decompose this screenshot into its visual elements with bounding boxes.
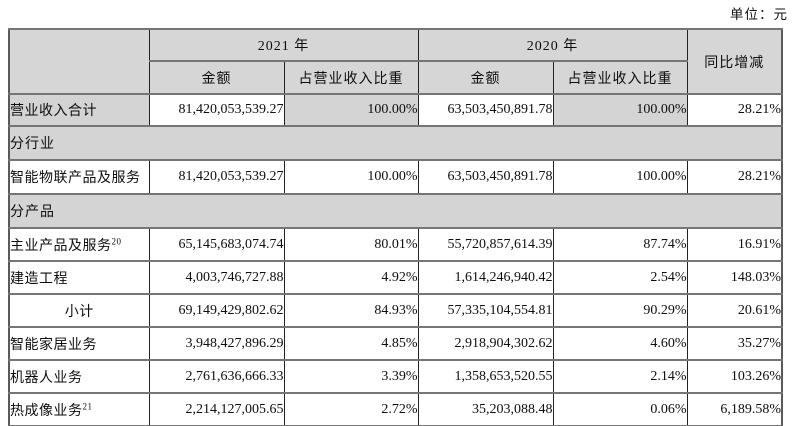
ratio-2021-cell: 2.72% bbox=[283, 392, 419, 426]
ratio-2020-cell: 87.74% bbox=[552, 227, 688, 262]
ratio-2021-cell: 80.01% bbox=[283, 227, 419, 262]
header-blank-cell bbox=[8, 28, 150, 95]
ratio-2021-cell: 100.00% bbox=[283, 159, 419, 195]
ratio-2021-cell: 4.92% bbox=[283, 260, 419, 295]
ratio-2020-cell: 0.06% bbox=[552, 392, 688, 426]
table-row: 智能物联产品及服务 81,420,053,539.27 100.00% 63,503,… bbox=[8, 159, 783, 195]
yoy-cell: 35.27% bbox=[686, 326, 783, 361]
header-ratio-2021: 占营业收入比重 bbox=[283, 60, 419, 95]
row-label: 机器人业务 bbox=[8, 359, 150, 394]
amount-2020-cell: 57,335,104,554.81 bbox=[417, 293, 554, 328]
ratio-2020-cell: 100.00% bbox=[552, 159, 688, 195]
amount-2021-cell: 81,420,053,539.27 bbox=[148, 159, 285, 195]
revenue-breakdown-table: 2021 年 2020 年 同比增减 金额 占营业收入比重 金额 占营业收入比重… bbox=[8, 28, 783, 426]
yoy-cell: 148.03% bbox=[686, 260, 783, 295]
row-label-text: 营业收入合计 bbox=[10, 104, 97, 119]
row-label: 建造工程 bbox=[8, 260, 150, 295]
table-row: 热成像业务21 2,214,127,005.65 2.72% 35,203,088.4… bbox=[8, 392, 783, 426]
ratio-2020-cell: 2.14% bbox=[552, 359, 688, 394]
header-yoy-change: 同比增减 bbox=[686, 28, 783, 95]
section-label: 分产品 bbox=[8, 193, 783, 229]
row-label-text: 小计 bbox=[64, 304, 94, 320]
amount-2020-cell: 2,918,904,302.62 bbox=[417, 326, 554, 361]
ratio-2021-cell: 84.93% bbox=[283, 293, 419, 328]
header-row-years: 2021 年 2020 年 同比增减 bbox=[8, 28, 783, 95]
row-label: 营业收入合计 bbox=[8, 93, 150, 127]
amount-2021-cell: 65,145,683,074.74 bbox=[148, 227, 285, 262]
section-row: 分产品 bbox=[8, 193, 783, 229]
footnote-ref: 21 bbox=[82, 400, 93, 411]
row-label-text: 建造工程 bbox=[10, 271, 68, 287]
amount-2020-cell: 63,503,450,891.78 bbox=[417, 159, 554, 195]
yoy-cell: 20.61% bbox=[686, 293, 783, 328]
row-label-text: 热成像业务 bbox=[10, 403, 83, 419]
row-label: 智能物联产品及服务 bbox=[8, 159, 150, 195]
amount-2021-cell: 3,948,427,896.29 bbox=[148, 326, 285, 361]
yoy-cell: 16.91% bbox=[686, 227, 783, 262]
footnote-ref: 20 bbox=[111, 235, 122, 246]
row-label: 热成像业务21 bbox=[8, 392, 150, 426]
row-label: 智能家居业务 bbox=[8, 326, 150, 361]
ratio-2021-cell: 3.39% bbox=[283, 359, 419, 394]
table-row: 建造工程 4,003,746,727.88 4.92% 1,614,246,940.4… bbox=[8, 260, 783, 295]
amount-2021-cell: 2,761,636,666.33 bbox=[148, 359, 285, 394]
table-row: 主业产品及服务20 65,145,683,074.74 80.01% 55,720,8… bbox=[8, 227, 783, 262]
header-ratio-2020: 占营业收入比重 bbox=[552, 60, 688, 95]
header-amount-2020: 金额 bbox=[417, 60, 554, 95]
row-label: 主业产品及服务20 bbox=[8, 227, 150, 262]
amount-2020-cell: 35,203,088.48 bbox=[417, 392, 554, 426]
yoy-cell: 28.21% bbox=[686, 159, 783, 195]
yoy-cell: 6,189.58% bbox=[686, 392, 783, 426]
table-row: 智能家居业务 3,948,427,896.29 4.85% 2,918,904,302… bbox=[8, 326, 783, 361]
amount-2020-cell: 55,720,857,614.39 bbox=[417, 227, 554, 262]
amount-2021-cell: 69,149,429,802.62 bbox=[148, 293, 285, 328]
unit-label: 单位：元 bbox=[730, 7, 788, 22]
table-row: 营业收入合计 81,420,053,539.27 100.00% 63,503,450… bbox=[8, 93, 783, 127]
row-label: 小计 bbox=[8, 293, 150, 328]
header-amount-2021: 金额 bbox=[148, 60, 285, 95]
amount-2021-cell: 4,003,746,727.88 bbox=[148, 260, 285, 295]
header-year-2020: 2020 年 bbox=[417, 28, 688, 62]
ratio-2021-cell: 4.85% bbox=[283, 326, 419, 361]
ratio-2020-cell: 90.29% bbox=[552, 293, 688, 328]
row-label-text: 机器人业务 bbox=[10, 370, 83, 386]
yoy-cell: 103.26% bbox=[686, 359, 783, 394]
amount-2020-cell: 63,503,450,891.78 bbox=[417, 93, 554, 127]
amount-2020-cell: 1,358,653,520.55 bbox=[417, 359, 554, 394]
header-row-metrics: 金额 占营业收入比重 金额 占营业收入比重 bbox=[9, 60, 782, 95]
header-year-2021: 2021 年 bbox=[148, 28, 419, 62]
row-label-text: 智能物联产品及服务 bbox=[10, 171, 141, 186]
row-label-text: 主业产品及服务 bbox=[10, 238, 112, 254]
amount-2020-cell: 1,614,246,940.42 bbox=[417, 260, 554, 295]
amount-2021-cell: 81,420,053,539.27 bbox=[148, 93, 285, 127]
amount-2021-cell: 2,214,127,005.65 bbox=[148, 392, 285, 426]
row-label-text: 智能家居业务 bbox=[10, 337, 97, 353]
ratio-2020-cell: 4.60% bbox=[552, 326, 688, 361]
section-label: 分行业 bbox=[8, 125, 783, 161]
table-row: 机器人业务 2,761,636,666.33 3.39% 1,358,653,520.… bbox=[8, 359, 783, 394]
yoy-cell: 28.21% bbox=[686, 93, 783, 127]
table-row: 小计 69,149,429,802.62 84.93% 57,335,104,554.… bbox=[8, 293, 783, 328]
ratio-2020-cell: 100.00% bbox=[552, 93, 688, 127]
section-row: 分行业 bbox=[8, 125, 783, 161]
ratio-2021-cell: 100.00% bbox=[283, 93, 419, 127]
ratio-2020-cell: 2.54% bbox=[552, 260, 688, 295]
